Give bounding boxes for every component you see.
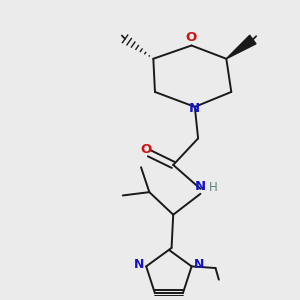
Text: O: O [140,143,152,156]
Text: N: N [194,258,204,271]
Text: H: H [209,181,218,194]
Text: N: N [195,180,206,193]
Text: N: N [134,258,144,271]
Polygon shape [226,35,256,59]
Text: N: N [189,102,200,115]
Text: O: O [186,31,197,44]
